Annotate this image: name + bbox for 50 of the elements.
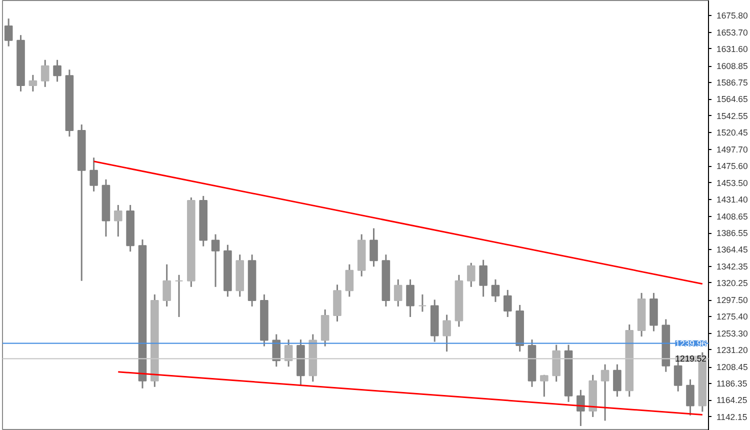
candlestick [686,378,694,416]
candlestick [162,264,171,308]
candlestick [211,234,220,288]
y-tick-label: 1253.30 [716,328,748,338]
y-tick-label: 1586.75 [716,78,748,88]
candlestick [53,59,62,82]
y-tick-label: 1453.50 [716,178,748,188]
y-tick-label: 1320.25 [716,278,748,288]
candlestick [442,314,451,352]
candlestick [40,59,50,88]
y-tick-label: 1231.20 [716,344,748,355]
candlestick [600,364,610,422]
y-tick-label: 1431.40 [716,194,748,204]
y-tick-label: 1386.55 [716,228,748,238]
y-tick-label: 1475.60 [716,161,748,172]
candlestick [394,278,402,308]
y-tick-label: 1675.80 [716,10,748,21]
candlestick [491,278,500,303]
candlestick [466,262,476,288]
candlestick [504,289,512,318]
candlestick [90,156,98,192]
y-tick-label: 1631.60 [716,44,748,54]
candlestick [28,74,38,92]
y-tick-label: 1364.45 [716,244,748,255]
y-tick-label: 1164.25 [716,395,748,406]
y-tick-label: 1653.70 [716,27,748,38]
candlestick [418,294,427,312]
y-tick-label: 1608.85 [716,61,748,72]
y-tick-label: 1408.65 [716,212,748,222]
candlestick [613,364,622,398]
y-tick-label: 1142.15 [716,412,748,422]
ref-line-label: 1239.96 [675,338,707,348]
candlestick [114,204,122,238]
candlestick [406,278,414,318]
y-tick-label: 1186.35 [716,378,748,389]
y-tick-label: 1564.65 [716,94,748,104]
y-tick-label: 1497.70 [716,144,748,155]
candlestick [174,274,184,318]
y-tick-label: 1342.35 [716,261,748,272]
y-tick-label: 1297.50 [716,295,748,306]
candlestick [345,264,354,298]
candlestick [540,374,548,398]
y-tick-label: 1275.40 [716,312,748,322]
candlestick [479,259,488,298]
candlestick [370,228,378,268]
y-tick-label: 1520.45 [716,127,748,138]
y-tick-label: 1208.45 [716,362,748,372]
candlestick [576,389,585,427]
y-tick-label: 1542.55 [716,110,748,121]
ref-line-label: 1219.52 [675,354,707,364]
